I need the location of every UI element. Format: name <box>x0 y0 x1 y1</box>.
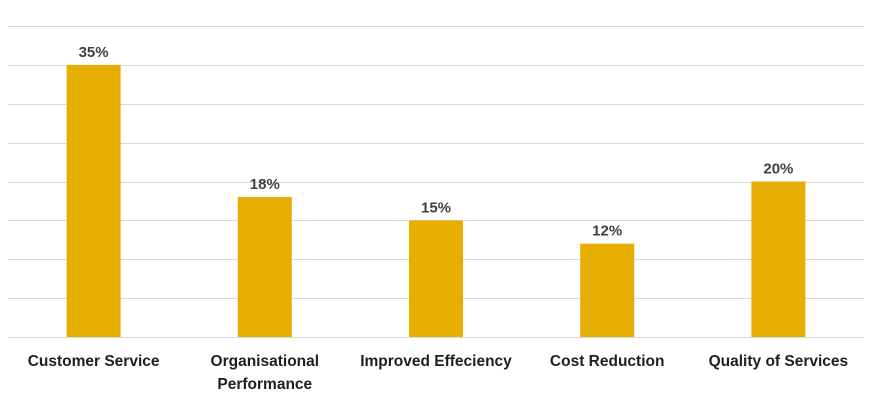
bar <box>580 243 635 337</box>
gridlines <box>8 26 864 338</box>
category-tick-label: Cost Reduction <box>550 353 665 370</box>
bar <box>66 64 121 338</box>
bars <box>66 64 806 338</box>
category-tick-label: Quality of Services <box>709 353 849 370</box>
category-label-line: Customer Service <box>28 353 160 370</box>
data-label: 12% <box>592 223 622 240</box>
category-tick-label: Improved Effeciency <box>360 353 512 370</box>
bar <box>237 197 292 337</box>
category-tick-label: Organisational Performance <box>211 353 320 393</box>
data-label: 15% <box>421 199 451 216</box>
data-label: 18% <box>250 176 280 193</box>
data-label: 35% <box>79 44 109 61</box>
bar <box>409 220 463 337</box>
category-labels: Customer Service Organisational Performanc… <box>28 353 848 393</box>
category-label-line: Improved Effeciency <box>360 353 512 370</box>
data-label: 20% <box>763 161 793 178</box>
bar <box>751 181 806 337</box>
category-label-line: Performance <box>217 376 312 393</box>
category-label-line: Cost Reduction <box>550 353 665 370</box>
category-label-line: Organisational <box>211 353 320 370</box>
value-labels: 35% 18% 15% 12% 20% <box>79 44 794 240</box>
category-label-line: Quality of Services <box>709 353 849 370</box>
category-tick-label: Customer Service <box>28 353 160 370</box>
